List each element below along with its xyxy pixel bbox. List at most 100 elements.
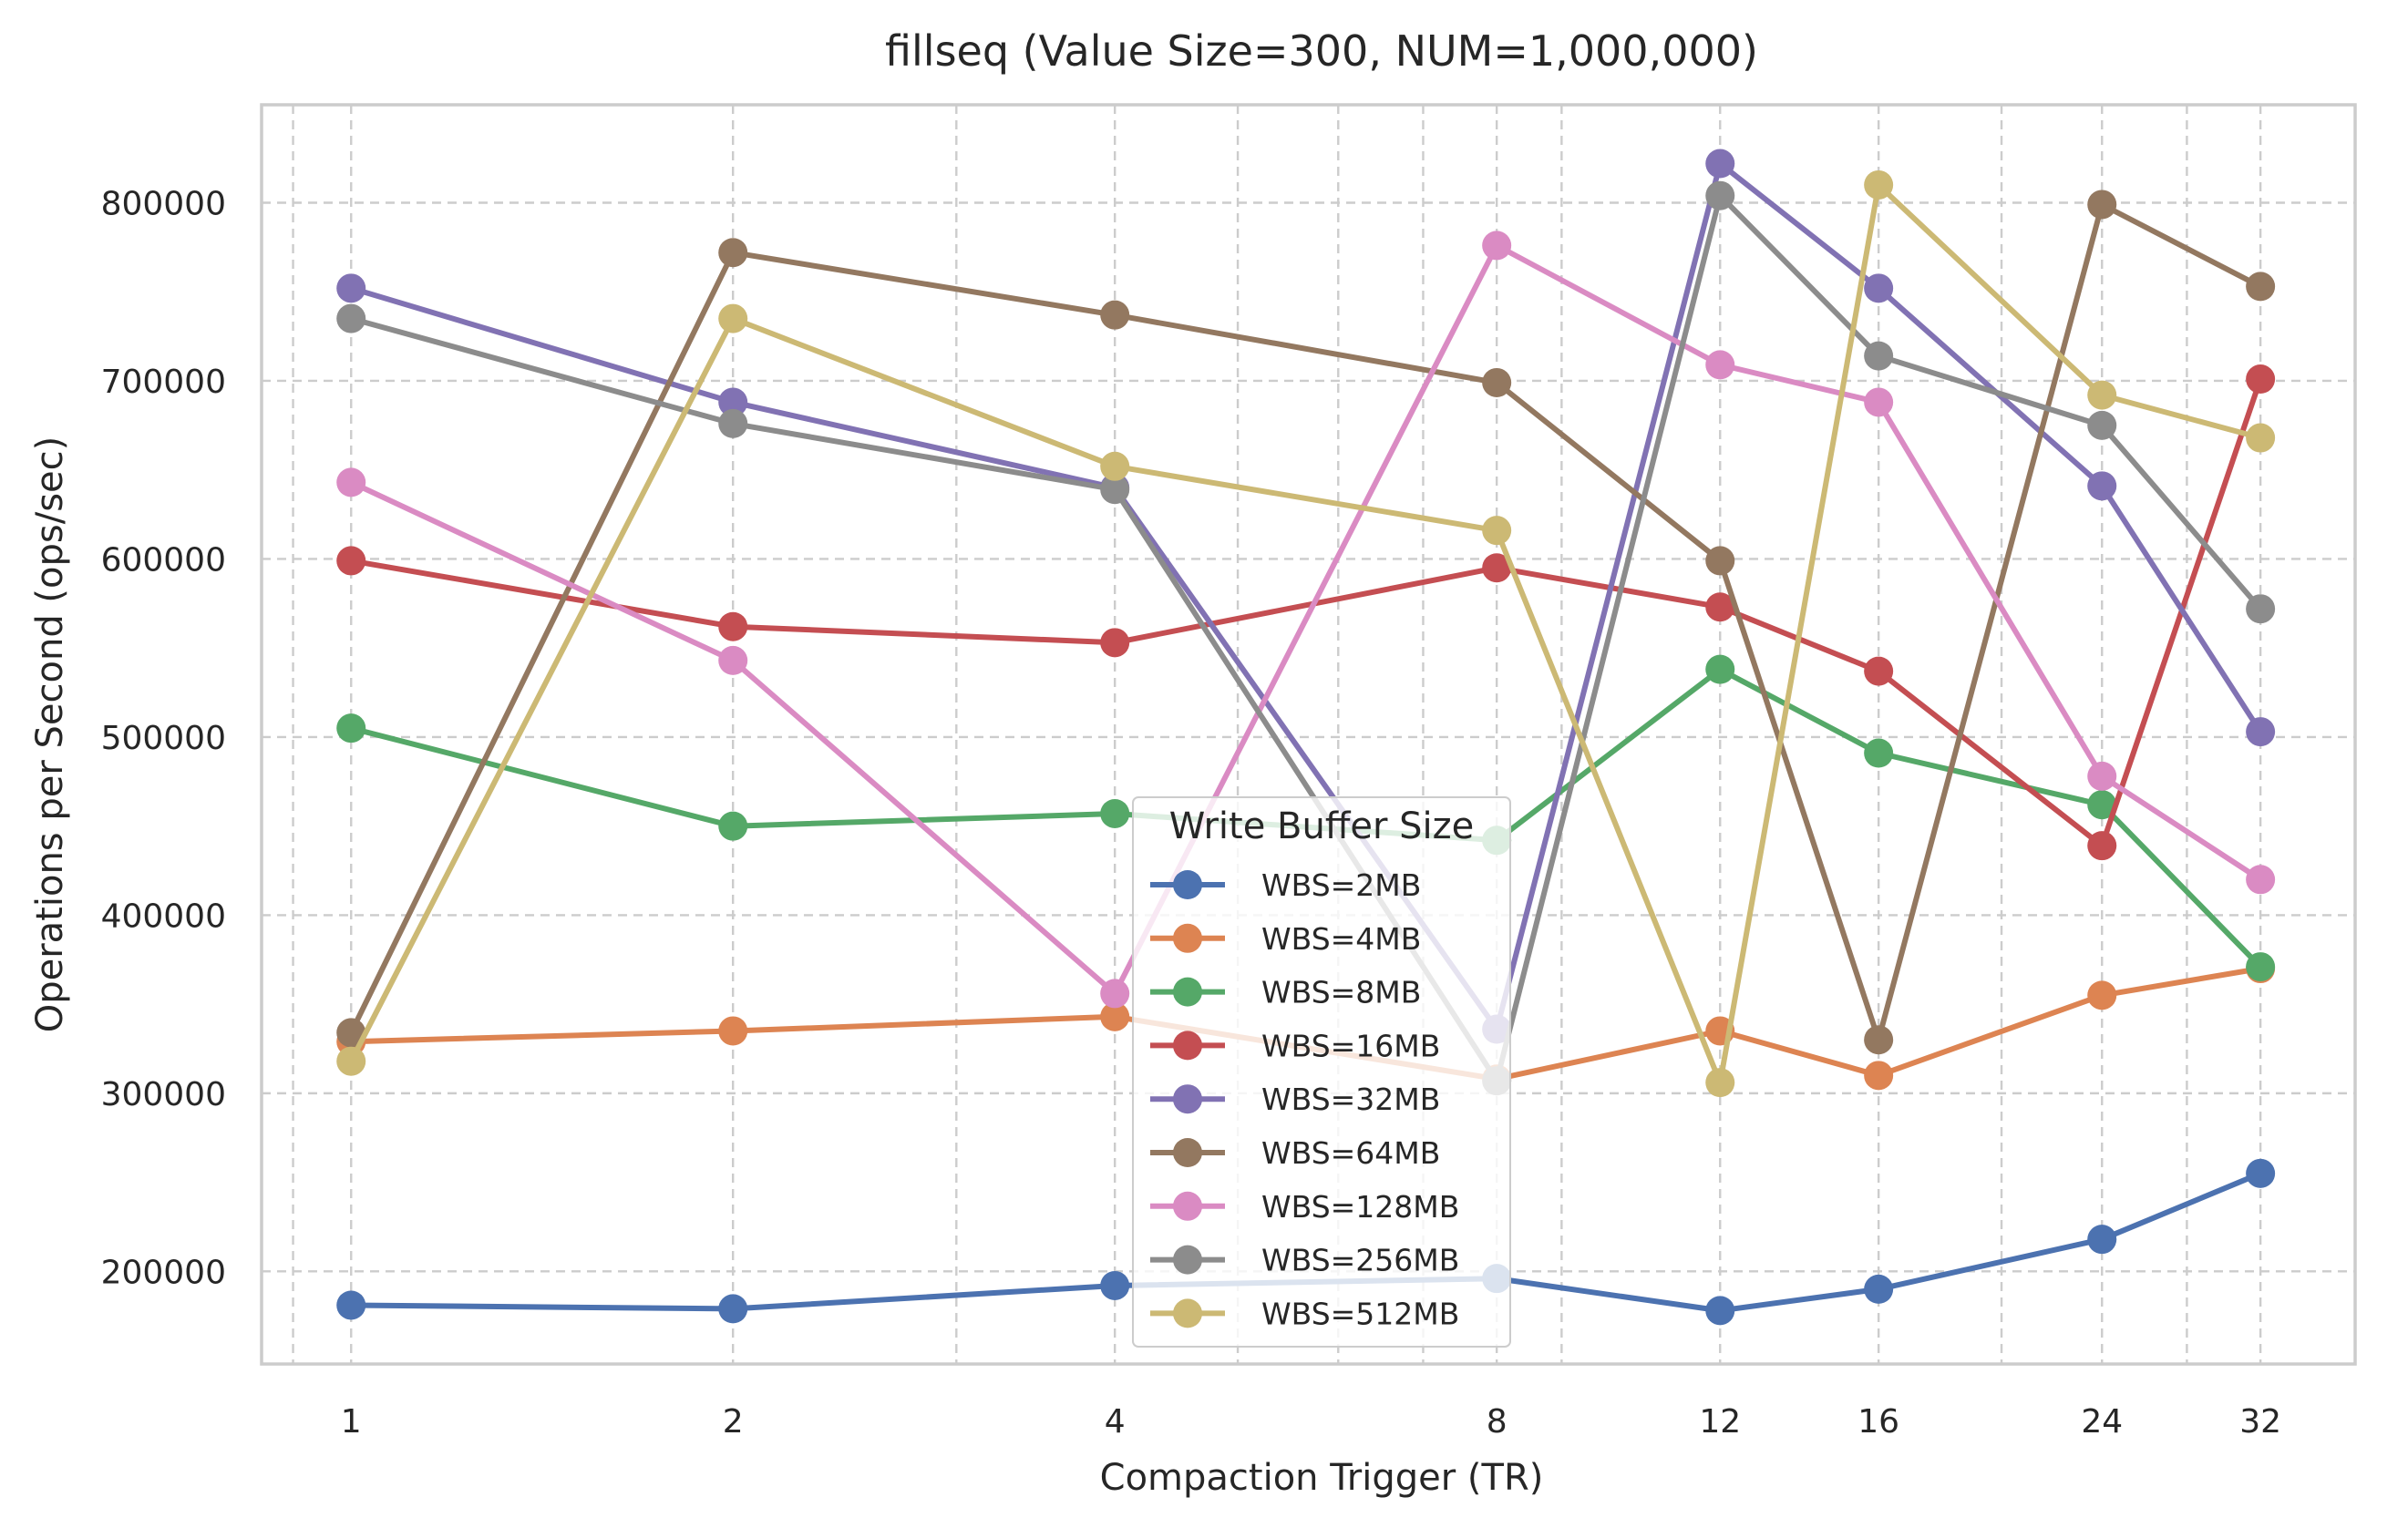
data-point [2087, 471, 2117, 501]
data-point [2087, 790, 2117, 820]
data-point [1100, 475, 1130, 505]
legend-marker [1173, 1191, 1202, 1221]
data-point [718, 408, 748, 438]
data-point [718, 1294, 748, 1324]
data-point [336, 1018, 366, 1048]
series-line [348, 160, 2264, 1032]
data-point [1705, 654, 1735, 684]
data-point [1864, 738, 1894, 768]
data-point [1864, 1274, 1894, 1304]
data-point [2246, 1158, 2276, 1188]
data-point [718, 1016, 748, 1046]
legend-label: WBS=4MB [1261, 921, 1421, 957]
data-point [2087, 831, 2117, 861]
series-line [348, 182, 2264, 1086]
data-point [336, 1046, 366, 1076]
y-axis-ticks: 200000 300000 400000 500000 600000 700000 8000… [101, 186, 226, 1292]
legend-label: WBS=8MB [1261, 975, 1421, 1010]
data-point [718, 811, 748, 841]
x-tick-label: 12 [1699, 1403, 1741, 1441]
y-tick-label: 300000 [101, 1076, 226, 1113]
series-wbs-512mb [336, 169, 2276, 1098]
data-point [1705, 592, 1735, 622]
series-line [348, 666, 2264, 970]
x-axis-ticks: 1 2 4 8 12 16 24 32 [341, 1403, 2281, 1441]
grid-lines [262, 105, 2355, 1364]
data-point [1482, 367, 1512, 397]
legend-item: WBS=256MB [1150, 1243, 1459, 1278]
data-point [1100, 300, 1130, 330]
series-line [348, 966, 2264, 1082]
data-point [1100, 798, 1130, 828]
data-point [2087, 410, 2117, 440]
x-tick-label: 16 [1857, 1403, 1899, 1441]
data-point [1100, 1270, 1130, 1300]
x-tick-label: 4 [1105, 1403, 1126, 1441]
y-tick-label: 400000 [101, 897, 226, 935]
x-tick-label: 32 [2239, 1403, 2281, 1441]
x-tick-label: 2 [723, 1403, 744, 1441]
chart-title: fillseq (Value Size=300, NUM=1,000,000) [885, 26, 1758, 76]
y-tick-label: 600000 [101, 541, 226, 579]
data-point [1864, 169, 1894, 200]
legend-marker [1173, 977, 1202, 1007]
legend: Write Buffer Size WBS=2MBWBS=4MBWBS=8MBW… [1132, 796, 1511, 1348]
data-point [1482, 231, 1512, 261]
data-point [2246, 423, 2276, 453]
data-point [1864, 341, 1894, 371]
legend-marker [1173, 870, 1202, 899]
x-tick-label: 8 [1487, 1403, 1508, 1441]
legend-item: WBS=128MB [1150, 1189, 1459, 1225]
data-point [2087, 190, 2117, 220]
legend-item: WBS=64MB [1150, 1135, 1440, 1171]
data-point [2246, 594, 2276, 624]
legend-item: WBS=32MB [1150, 1082, 1440, 1117]
data-point [718, 645, 748, 675]
series-line [348, 201, 2264, 1043]
legend-item: WBS=512MB [1150, 1296, 1459, 1331]
data-point [1100, 979, 1130, 1009]
legend-marker [1173, 1245, 1202, 1275]
data-point [1864, 1061, 1894, 1091]
data-point [336, 303, 366, 333]
data-point [718, 387, 748, 417]
data-point [336, 273, 366, 303]
data-point [718, 303, 748, 333]
legend-label: WBS=64MB [1261, 1135, 1440, 1171]
data-point [1100, 628, 1130, 658]
x-axis-label: Compaction Trigger (TR) [1100, 1457, 1544, 1499]
legend-label: WBS=16MB [1261, 1028, 1440, 1063]
data-point [1705, 1068, 1735, 1098]
x-tick-label: 24 [2081, 1403, 2123, 1441]
data-point [1705, 180, 1735, 210]
data-point [336, 546, 366, 576]
legend-label: WBS=512MB [1261, 1296, 1459, 1331]
data-point [1864, 1025, 1894, 1055]
data-point [718, 238, 748, 268]
data-point [1705, 350, 1735, 380]
data-point [1705, 1296, 1735, 1326]
data-point [1482, 516, 1512, 546]
data-point [2246, 865, 2276, 895]
data-point [2087, 761, 2117, 791]
data-point [1864, 656, 1894, 686]
data-point [2087, 980, 2117, 1010]
legend-item: WBS=4MB [1150, 921, 1421, 957]
data-point [2246, 952, 2276, 982]
legend-marker [1173, 923, 1202, 953]
legend-items: WBS=2MB WBS=4MB WBS=8MB WBS=16MB WBS=32MB WBS… [1150, 867, 1459, 1331]
legend-box [1132, 796, 1511, 1348]
data-point [1705, 149, 1735, 179]
series-line [348, 1170, 2264, 1314]
data-point [1864, 273, 1894, 303]
legend-marker [1173, 1138, 1202, 1167]
legend-marker [1173, 1298, 1202, 1328]
data-point [336, 467, 366, 497]
legend-marker [1173, 1084, 1202, 1114]
plot-frame [260, 103, 2357, 1366]
data-point [1705, 546, 1735, 576]
legend-label: WBS=128MB [1261, 1189, 1459, 1225]
legend-item: WBS=2MB [1150, 867, 1421, 903]
legend-title: Write Buffer Size [1169, 805, 1475, 847]
data-point [1482, 553, 1512, 583]
